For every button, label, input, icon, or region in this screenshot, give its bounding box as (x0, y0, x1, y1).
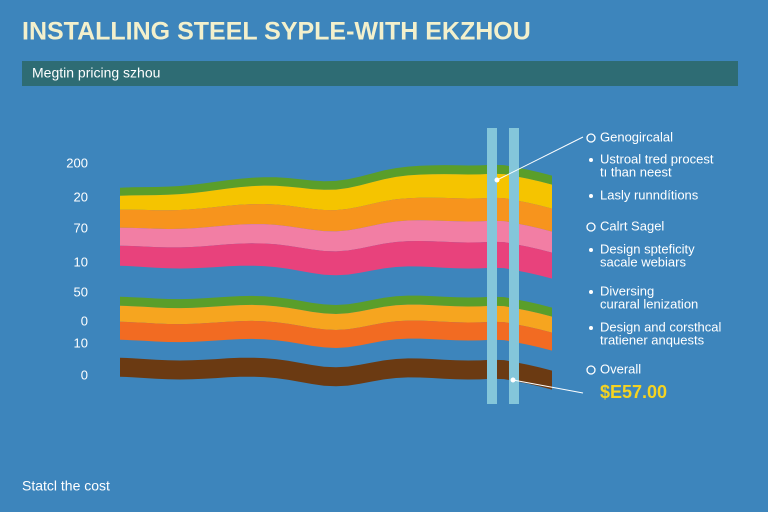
axis-label: 70 (74, 220, 88, 235)
bands (120, 164, 552, 390)
footer: Statcl the cost (22, 478, 110, 494)
axis-label: 10 (74, 254, 88, 269)
legend-bullet (589, 326, 593, 330)
vertical-bar (487, 128, 497, 404)
total: $E57.00 (600, 382, 667, 402)
legend-bullet (589, 248, 593, 252)
legend-bullet (586, 133, 596, 143)
legend-text: Design spteficity (600, 241, 695, 256)
legend-text: tratiener anquests (600, 332, 705, 347)
connector (496, 136, 584, 181)
axis-label: 0 (81, 367, 88, 382)
band (120, 295, 552, 317)
legend-text: Design and corsthcal (600, 319, 722, 334)
legend-bullet (586, 365, 596, 375)
legend-text: Ustroal tred procest (600, 151, 714, 166)
legend-text: Lasly runndítions (600, 187, 699, 202)
band (120, 357, 552, 390)
legend-text: Genogircalal (600, 129, 673, 144)
band (120, 173, 552, 211)
legend-text: sacale webiars (600, 254, 686, 269)
subtitle-bar (22, 61, 738, 86)
legend-text: Overall (600, 361, 641, 376)
legend-text: tı than neest (600, 164, 672, 179)
axis-label: 10 (74, 335, 88, 350)
band (120, 241, 552, 279)
axis-labels: 200 20 70 10 50 0 10 0 (66, 155, 88, 382)
band (120, 320, 552, 351)
legend-text: Calrt Sagel (600, 218, 664, 233)
legend-bullet (589, 194, 593, 198)
axis-label: 50 (74, 284, 88, 299)
axis-label: 0 (81, 313, 88, 328)
title: INSTALLING STEEL SYPLE-WITH EKZHOU (22, 18, 531, 46)
axis-label: 200 (66, 155, 88, 170)
legend-bullet (589, 290, 593, 294)
axis-label: 20 (74, 189, 88, 204)
band (120, 304, 552, 333)
vertical-bar (509, 128, 519, 404)
subtitle: Megtin pricing szhou (32, 65, 160, 81)
connector-dot (494, 177, 500, 183)
legend-text: curaral lenization (600, 296, 698, 311)
band (120, 220, 552, 253)
legend-bullet (589, 158, 593, 162)
band (120, 197, 552, 232)
legend-bullet (586, 222, 596, 232)
connector (512, 379, 584, 394)
legend-text: Diversing (600, 283, 654, 298)
band (120, 164, 552, 196)
connector-dot (510, 377, 516, 383)
